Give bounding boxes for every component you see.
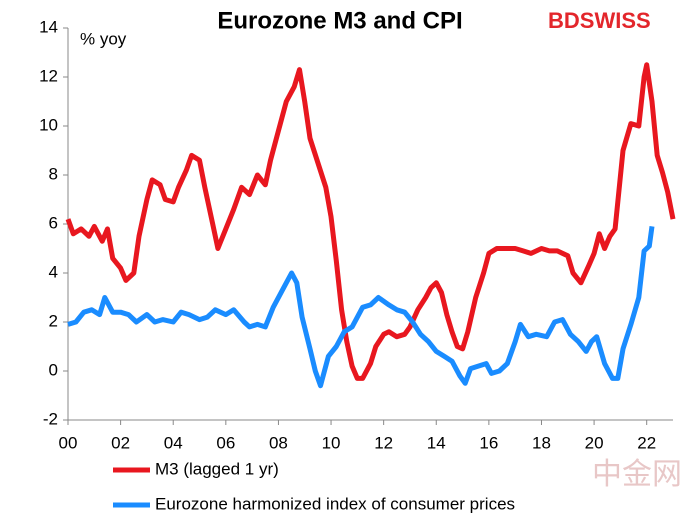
y-tick-label: 10 <box>39 115 58 134</box>
y-tick-label: 14 <box>39 17 58 36</box>
x-tick-label: 00 <box>59 433 78 452</box>
x-tick-label: 18 <box>532 433 551 452</box>
legend-label: M3 (lagged 1 yr) <box>155 459 279 478</box>
x-tick-label: 10 <box>322 433 341 452</box>
logo: BDSWISS <box>548 8 651 33</box>
x-tick-label: 20 <box>585 433 604 452</box>
x-tick-label: 02 <box>111 433 130 452</box>
y-axis-label: % yoy <box>80 29 127 48</box>
x-tick-label: 04 <box>164 433 183 452</box>
x-tick-label: 08 <box>269 433 288 452</box>
y-tick-label: -2 <box>43 409 58 428</box>
x-tick-label: 22 <box>637 433 656 452</box>
y-tick-label: 0 <box>49 360 58 379</box>
series-line <box>67 226 655 389</box>
y-tick-label: 6 <box>49 213 58 232</box>
y-tick-label: 12 <box>39 66 58 85</box>
series-line <box>65 62 676 381</box>
chart-title: Eurozone M3 and CPI <box>217 7 462 34</box>
x-tick-label: 16 <box>479 433 498 452</box>
watermark: 中金网 <box>592 458 682 491</box>
x-tick-label: 06 <box>216 433 235 452</box>
y-tick-label: 4 <box>49 262 58 281</box>
x-tick-label: 12 <box>374 433 393 452</box>
y-tick-label: 8 <box>49 164 58 183</box>
y-tick-label: 2 <box>49 311 58 330</box>
legend-label: Eurozone harmonized index of consumer pr… <box>155 494 515 513</box>
x-tick-label: 14 <box>427 433 446 452</box>
